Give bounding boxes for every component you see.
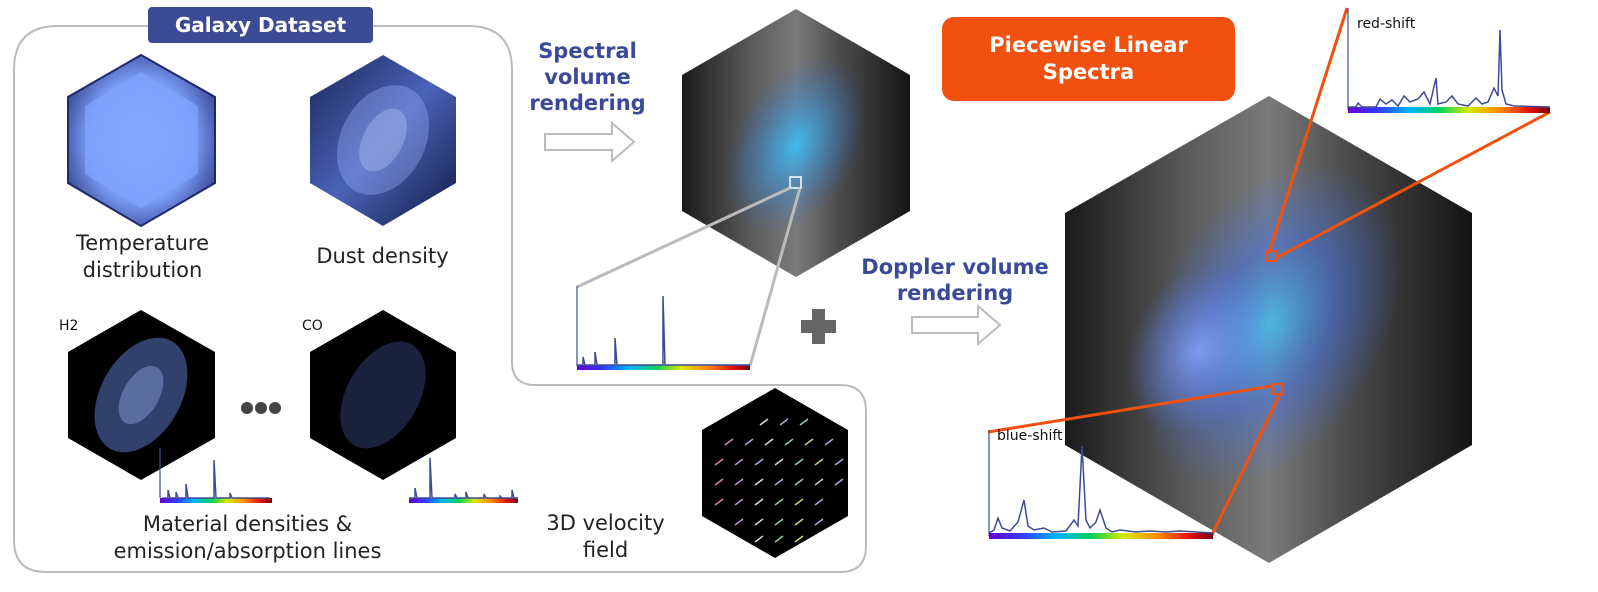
h2-label: H2: [59, 318, 79, 334]
doppler-label-line2: rendering: [896, 281, 1014, 305]
red-shift-label: red-shift: [1357, 16, 1416, 32]
pwl-line1: Piecewise Linear: [989, 33, 1188, 57]
ellipsis-icon: [241, 402, 281, 414]
temperature-label: Temperature distribution: [50, 230, 235, 284]
redshift-line-left: [1267, 7, 1349, 254]
temperature-label-line1: Temperature: [75, 231, 210, 255]
zoom-line-right: [748, 187, 802, 367]
red-shift-spectrum: [1347, 8, 1551, 113]
blue-shift-spectrum: [988, 430, 1214, 539]
h2-cube: [68, 310, 215, 480]
doppler-render-cube: [1065, 96, 1472, 563]
spectral-render-cube: [682, 9, 910, 277]
h2-spectrum: [159, 448, 272, 503]
velocity-field-label: 3D velocity field: [538, 510, 673, 564]
doppler-rendering-label: Doppler volume rendering: [850, 254, 1060, 306]
zoom-line-left: [576, 186, 791, 289]
piecewise-linear-badge: Piecewise Linear Spectra: [942, 17, 1235, 101]
material-label-line1: Material densities &: [142, 512, 353, 536]
material-densities-label: Material densities & emission/absorption…: [110, 511, 385, 565]
dataset-group-outline: [13, 25, 867, 573]
velocity-label-line1: 3D velocity: [546, 511, 665, 535]
temperature-label-line2: distribution: [82, 258, 203, 282]
arrow-right-icon: [544, 120, 636, 164]
dust-density-label: Dust density: [316, 244, 449, 268]
redshift-line-right: [1275, 110, 1551, 260]
galaxy-dataset-badge: Galaxy Dataset: [148, 7, 373, 43]
spectral-spectrum: [576, 286, 750, 370]
material-label-line2: emission/absorption lines: [113, 539, 382, 563]
doppler-label-line1: Doppler volume: [861, 255, 1049, 279]
blue-shift-label: blue-shift: [997, 428, 1063, 444]
spectral-label-line1: Spectral: [538, 39, 637, 63]
blueshift-line-right: [1210, 393, 1282, 536]
co-spectrum: [409, 457, 518, 503]
velocity-field-cube: [702, 388, 848, 558]
spectral-label-line2: volume: [544, 65, 631, 89]
spectral-rendering-label: Spectral volume rendering: [520, 38, 655, 116]
velocity-label-line2: field: [582, 538, 629, 562]
arrow-right-icon: [911, 303, 1002, 347]
blueshift-line-left: [987, 384, 1273, 434]
co-cube: [310, 310, 456, 480]
plus-icon: [801, 309, 836, 344]
temperature-cube: [67, 53, 216, 228]
dust-density-cube: [310, 55, 456, 226]
pwl-line2: Spectra: [1042, 60, 1135, 84]
spectral-label-line3: rendering: [529, 91, 646, 115]
co-label: CO: [302, 318, 323, 334]
